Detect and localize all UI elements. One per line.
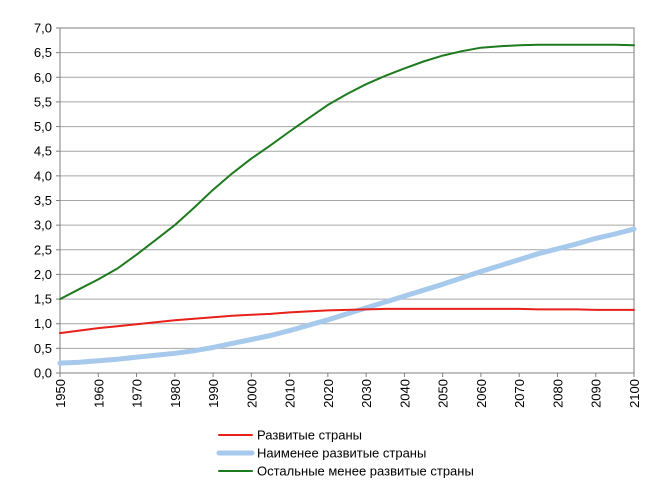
series-line <box>59 43 635 301</box>
x-tick-label: 1960 <box>91 379 106 408</box>
legend: Развитые страны Наименее развитые страны О… <box>216 428 474 479</box>
series-line <box>57 226 637 366</box>
x-tick-label: 1950 <box>53 379 68 408</box>
y-tick-label: 5,0 <box>34 119 52 134</box>
x-tick-label: 2010 <box>283 379 298 408</box>
legend-label: Остальные менее развитые страны <box>257 464 474 479</box>
x-tick-label: 2040 <box>397 379 412 408</box>
legend-label: Наименее развитые страны <box>257 446 426 461</box>
gridlines <box>60 52 634 349</box>
x-tick-label: 1990 <box>206 379 221 408</box>
legend-label: Развитые страны <box>257 428 362 443</box>
y-tick-label: 6,5 <box>34 45 52 60</box>
y-tick-label: 3,5 <box>34 193 52 208</box>
x-tick-label: 2050 <box>436 379 451 408</box>
y-tick-label: 3,0 <box>34 218 52 233</box>
x-tick-label: 1970 <box>130 379 145 408</box>
y-tick-label: 0,5 <box>34 341 52 356</box>
x-axis-tick-labels: 1950 1960 1970 1980 1990 2000 2010 2020 2030 2040… <box>53 373 642 408</box>
y-tick-label: 2,0 <box>34 267 52 282</box>
x-tick-label: 2080 <box>550 379 565 408</box>
y-tick-label: 0,0 <box>34 366 52 381</box>
y-tick-label: 4,5 <box>34 144 52 159</box>
y-axis-tick-labels: 0,0 0,5 1,0 1,5 2,0 2,5 3,0 3,5 4,0 4,5 5,0 5,5 6,0 6… <box>34 21 60 381</box>
y-tick-label: 1,5 <box>34 292 52 307</box>
y-tick-label: 2,5 <box>34 242 52 257</box>
x-tick-label: 1980 <box>168 379 183 408</box>
series-lines <box>57 43 637 366</box>
y-tick-label: 6,0 <box>34 70 52 85</box>
y-tick-label: 5,5 <box>34 94 52 109</box>
x-tick-label: 2020 <box>321 379 336 408</box>
y-tick-label: 4,0 <box>34 168 52 183</box>
x-tick-label: 2070 <box>512 379 527 408</box>
x-tick-label: 2100 <box>627 379 642 408</box>
x-tick-label: 2060 <box>474 379 489 408</box>
x-tick-label: 2030 <box>359 379 374 408</box>
y-tick-label: 7,0 <box>34 21 52 36</box>
x-tick-label: 2000 <box>244 379 259 408</box>
x-tick-label: 2090 <box>589 379 604 408</box>
y-tick-label: 1,0 <box>34 316 52 331</box>
series-line <box>59 307 635 335</box>
